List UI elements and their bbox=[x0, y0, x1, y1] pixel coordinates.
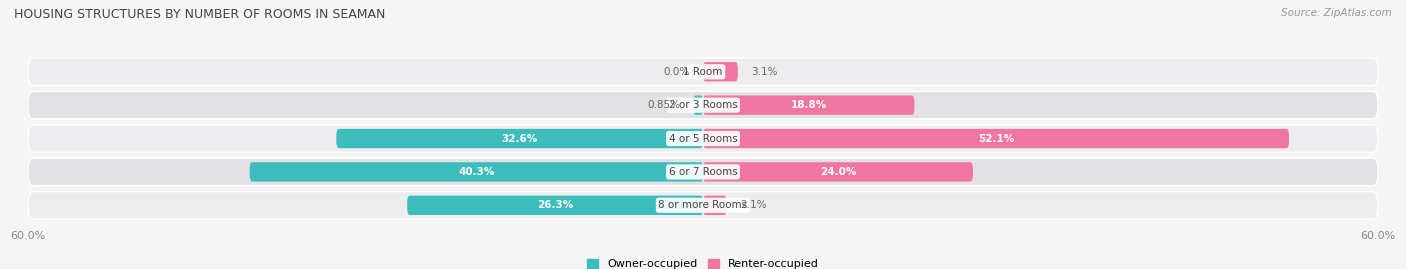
FancyBboxPatch shape bbox=[408, 196, 703, 215]
FancyBboxPatch shape bbox=[28, 125, 1378, 152]
Text: 0.0%: 0.0% bbox=[664, 67, 689, 77]
FancyBboxPatch shape bbox=[703, 95, 914, 115]
Text: 8 or more Rooms: 8 or more Rooms bbox=[658, 200, 748, 210]
FancyBboxPatch shape bbox=[28, 58, 1378, 86]
Text: 6 or 7 Rooms: 6 or 7 Rooms bbox=[669, 167, 737, 177]
FancyBboxPatch shape bbox=[693, 95, 703, 115]
Legend: Owner-occupied, Renter-occupied: Owner-occupied, Renter-occupied bbox=[582, 254, 824, 269]
FancyBboxPatch shape bbox=[28, 158, 1378, 186]
Text: 32.6%: 32.6% bbox=[502, 133, 537, 144]
Text: 24.0%: 24.0% bbox=[820, 167, 856, 177]
FancyBboxPatch shape bbox=[28, 91, 1378, 119]
FancyBboxPatch shape bbox=[250, 162, 703, 182]
Text: 1 Room: 1 Room bbox=[683, 67, 723, 77]
Text: HOUSING STRUCTURES BY NUMBER OF ROOMS IN SEAMAN: HOUSING STRUCTURES BY NUMBER OF ROOMS IN… bbox=[14, 8, 385, 21]
Text: 4 or 5 Rooms: 4 or 5 Rooms bbox=[669, 133, 737, 144]
FancyBboxPatch shape bbox=[703, 129, 1289, 148]
FancyBboxPatch shape bbox=[703, 62, 738, 82]
FancyBboxPatch shape bbox=[703, 162, 973, 182]
FancyBboxPatch shape bbox=[336, 129, 703, 148]
Text: 26.3%: 26.3% bbox=[537, 200, 574, 210]
Text: 40.3%: 40.3% bbox=[458, 167, 495, 177]
Text: 0.85%: 0.85% bbox=[647, 100, 681, 110]
Text: Source: ZipAtlas.com: Source: ZipAtlas.com bbox=[1281, 8, 1392, 18]
FancyBboxPatch shape bbox=[703, 196, 727, 215]
Text: 18.8%: 18.8% bbox=[790, 100, 827, 110]
Text: 2.1%: 2.1% bbox=[740, 200, 766, 210]
Text: 3.1%: 3.1% bbox=[751, 67, 778, 77]
Text: 52.1%: 52.1% bbox=[979, 133, 1014, 144]
Text: 2 or 3 Rooms: 2 or 3 Rooms bbox=[669, 100, 737, 110]
FancyBboxPatch shape bbox=[28, 192, 1378, 219]
